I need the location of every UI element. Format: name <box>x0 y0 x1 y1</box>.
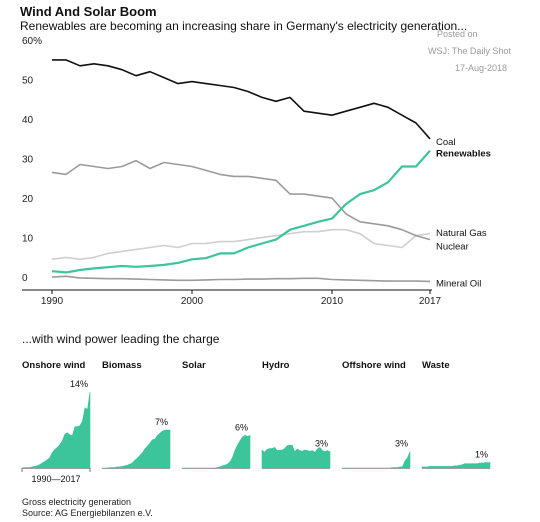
solar-end-label: 6% <box>235 422 248 432</box>
offshore-wind-area <box>342 451 411 469</box>
biomass-end-label: 7% <box>155 417 168 427</box>
mineral-oil-line <box>51 275 431 283</box>
footer-source: Source: AG Energiebilanzen e.V. <box>22 508 153 518</box>
y-tick-label: 40 <box>22 115 34 126</box>
natural-gas-label: Natural Gas <box>436 228 487 239</box>
watermark-posted-on: Posted on <box>437 29 478 39</box>
watermark-source-name: WSJ: The Daily Shot <box>428 46 511 56</box>
solar-area <box>182 434 251 469</box>
x-tick-label: 2017 <box>419 296 442 307</box>
x-range-label: 1990—2017 <box>31 474 80 484</box>
small-multiples-title: ...with wind power leading the charge <box>22 332 220 346</box>
solar-panel-title: Solar <box>182 360 206 371</box>
coal-label: Coal <box>436 137 456 148</box>
coal-line <box>52 59 431 140</box>
y-tick-label: 0 <box>22 273 28 284</box>
onshore-wind-end-label: 14% <box>70 379 88 389</box>
main-line-chart: 0 10 20 30 40 50 60% 1990 2000 2010 2017 CoalRenewa… <box>22 36 491 307</box>
chart-title: Wind And Solar Boom <box>20 4 157 19</box>
hydro-end-label: 3% <box>315 439 328 449</box>
chart-subtitle: Renewables are becoming an increasing sh… <box>20 19 468 33</box>
x-tick-label: 2010 <box>321 296 344 307</box>
waste-end-label: 1% <box>475 450 488 460</box>
natural-gas-line <box>51 159 431 241</box>
renewables-line <box>51 149 431 274</box>
hydro-panel-title: Hydro <box>262 360 290 371</box>
mineral-oil-label: Mineral Oil <box>436 279 481 290</box>
nuclear-line <box>51 228 431 261</box>
y-tick-label: 50 <box>22 76 34 87</box>
waste-area <box>421 462 491 469</box>
biomass-area <box>102 429 171 469</box>
x-tick-label: 1990 <box>41 296 64 307</box>
y-tick-label: 20 <box>22 194 34 205</box>
hydro-area <box>261 444 331 469</box>
y-tick-label: 10 <box>22 234 34 245</box>
onshore-wind-panel-title: Onshore wind <box>22 360 86 371</box>
waste-panel-title: Waste <box>422 360 450 371</box>
offshore-wind-panel-title: Offshore wind <box>342 360 406 371</box>
offshore-wind-end-label: 3% <box>395 439 408 449</box>
biomass-panel-title: Biomass <box>102 360 142 371</box>
y-tick-label: 30 <box>22 155 34 166</box>
y-tick-label: 60% <box>22 36 42 47</box>
renewables-label: Renewables <box>436 149 491 160</box>
onshore-wind-area <box>21 391 91 469</box>
x-tick-label: 2000 <box>181 296 204 307</box>
footer-note: Gross electricity generation <box>22 497 132 507</box>
nuclear-label: Nuclear <box>436 242 469 253</box>
watermark-date: 17-Aug-2018 <box>455 63 508 73</box>
